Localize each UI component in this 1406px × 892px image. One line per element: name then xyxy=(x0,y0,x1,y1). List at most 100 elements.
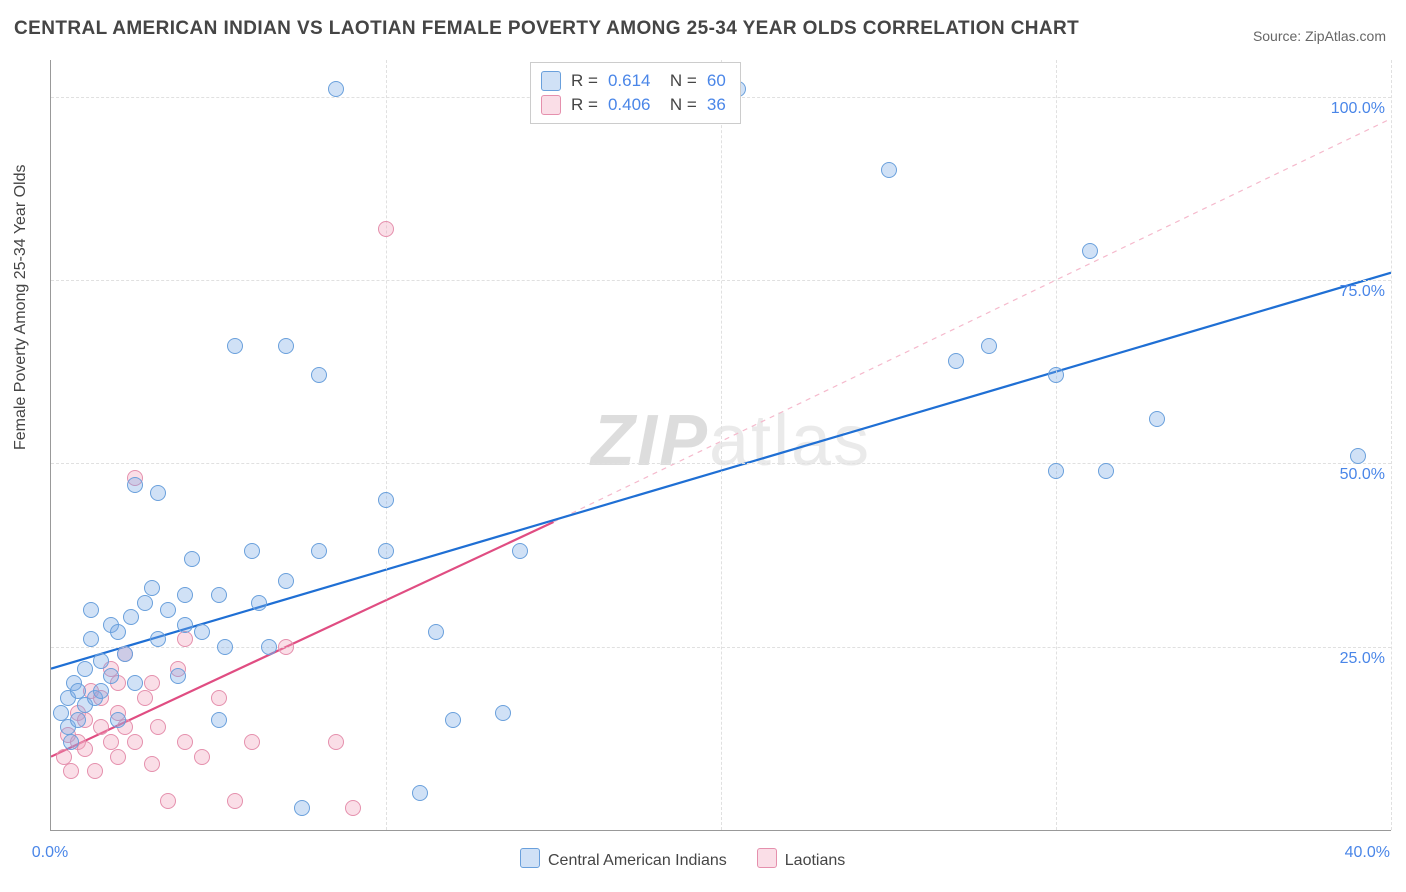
correlation-legend: R =0.614 N =60R =0.406 N =36 xyxy=(530,62,741,124)
legend-series-label: Laotians xyxy=(785,852,846,869)
legend-n-label: N = xyxy=(660,93,696,117)
data-point xyxy=(150,485,166,501)
data-point xyxy=(278,573,294,589)
data-point xyxy=(63,734,79,750)
data-point xyxy=(227,793,243,809)
y-tick-label: 75.0% xyxy=(1340,283,1385,301)
data-point xyxy=(144,580,160,596)
data-point xyxy=(93,719,109,735)
data-point xyxy=(328,734,344,750)
data-point xyxy=(328,81,344,97)
data-point xyxy=(495,705,511,721)
data-point xyxy=(244,734,260,750)
y-tick-label: 50.0% xyxy=(1340,466,1385,484)
data-point xyxy=(87,763,103,779)
data-point xyxy=(170,668,186,684)
data-point xyxy=(378,221,394,237)
x-tick-label: 40.0% xyxy=(1345,844,1390,862)
legend-series-item: Laotians xyxy=(757,848,846,870)
data-point xyxy=(110,712,126,728)
y-axis-label: Female Poverty Among 25-34 Year Olds xyxy=(12,165,30,451)
data-point xyxy=(77,661,93,677)
data-point xyxy=(211,587,227,603)
gridline-v xyxy=(1056,60,1057,830)
data-point xyxy=(63,763,79,779)
data-point xyxy=(83,631,99,647)
data-point xyxy=(127,734,143,750)
legend-series-label: Central American Indians xyxy=(548,852,727,869)
data-point xyxy=(83,602,99,618)
data-point xyxy=(70,683,86,699)
data-point xyxy=(150,631,166,647)
data-point xyxy=(127,477,143,493)
data-point xyxy=(244,543,260,559)
data-point xyxy=(110,749,126,765)
data-point xyxy=(294,800,310,816)
gridline-v xyxy=(386,60,387,830)
legend-n-label: N = xyxy=(660,69,696,93)
x-tick-label: 0.0% xyxy=(32,844,68,862)
data-point xyxy=(137,595,153,611)
data-point xyxy=(211,690,227,706)
data-point xyxy=(127,675,143,691)
data-point xyxy=(117,646,133,662)
legend-correlation-row: R = 0.614 N = 60 xyxy=(541,69,726,93)
data-point xyxy=(1082,243,1098,259)
source-attribution: Source: ZipAtlas.com xyxy=(1253,28,1386,44)
data-point xyxy=(1048,463,1064,479)
data-point xyxy=(137,690,153,706)
data-point xyxy=(948,353,964,369)
data-point xyxy=(160,793,176,809)
data-point xyxy=(1149,411,1165,427)
data-point xyxy=(278,338,294,354)
data-point xyxy=(70,712,86,728)
data-point xyxy=(160,602,176,618)
gridline-v xyxy=(1391,60,1392,830)
legend-swatch xyxy=(520,848,540,868)
data-point xyxy=(110,624,126,640)
legend-r-label: R = xyxy=(571,69,598,93)
data-point xyxy=(981,338,997,354)
legend-swatch xyxy=(757,848,777,868)
data-point xyxy=(194,624,210,640)
legend-r-value: 0.614 xyxy=(608,69,651,93)
data-point xyxy=(311,367,327,383)
data-point xyxy=(378,492,394,508)
data-point xyxy=(378,543,394,559)
data-point xyxy=(1048,367,1064,383)
data-point xyxy=(1098,463,1114,479)
data-point xyxy=(177,631,193,647)
data-point xyxy=(56,749,72,765)
y-tick-label: 25.0% xyxy=(1340,650,1385,668)
legend-swatch xyxy=(541,95,561,115)
data-point xyxy=(150,719,166,735)
legend-r-value: 0.406 xyxy=(608,93,651,117)
data-point xyxy=(103,734,119,750)
y-tick-label: 100.0% xyxy=(1331,100,1385,118)
gridline-v xyxy=(721,60,722,830)
legend-correlation-row: R =0.406 N =36 xyxy=(541,93,726,117)
data-point xyxy=(177,734,193,750)
data-point xyxy=(144,756,160,772)
data-point xyxy=(177,617,193,633)
chart-title: CENTRAL AMERICAN INDIAN VS LAOTIAN FEMAL… xyxy=(14,18,1079,40)
data-point xyxy=(261,639,277,655)
data-point xyxy=(144,675,160,691)
data-point xyxy=(512,543,528,559)
plot-area: ZIPatlas 25.0% 50.0% 75.0% 100.0% xyxy=(50,60,1391,831)
data-point xyxy=(123,609,139,625)
data-point xyxy=(1350,448,1366,464)
legend-series-item: Central American Indians xyxy=(520,848,727,870)
data-point xyxy=(881,162,897,178)
data-point xyxy=(227,338,243,354)
data-point xyxy=(278,639,294,655)
data-point xyxy=(412,785,428,801)
data-point xyxy=(445,712,461,728)
watermark: ZIPatlas xyxy=(591,400,871,482)
data-point xyxy=(103,668,119,684)
legend-n-value: 60 xyxy=(707,69,726,93)
data-point xyxy=(345,800,361,816)
data-point xyxy=(211,712,227,728)
legend-r-label: R = xyxy=(571,93,598,117)
data-point xyxy=(53,705,69,721)
